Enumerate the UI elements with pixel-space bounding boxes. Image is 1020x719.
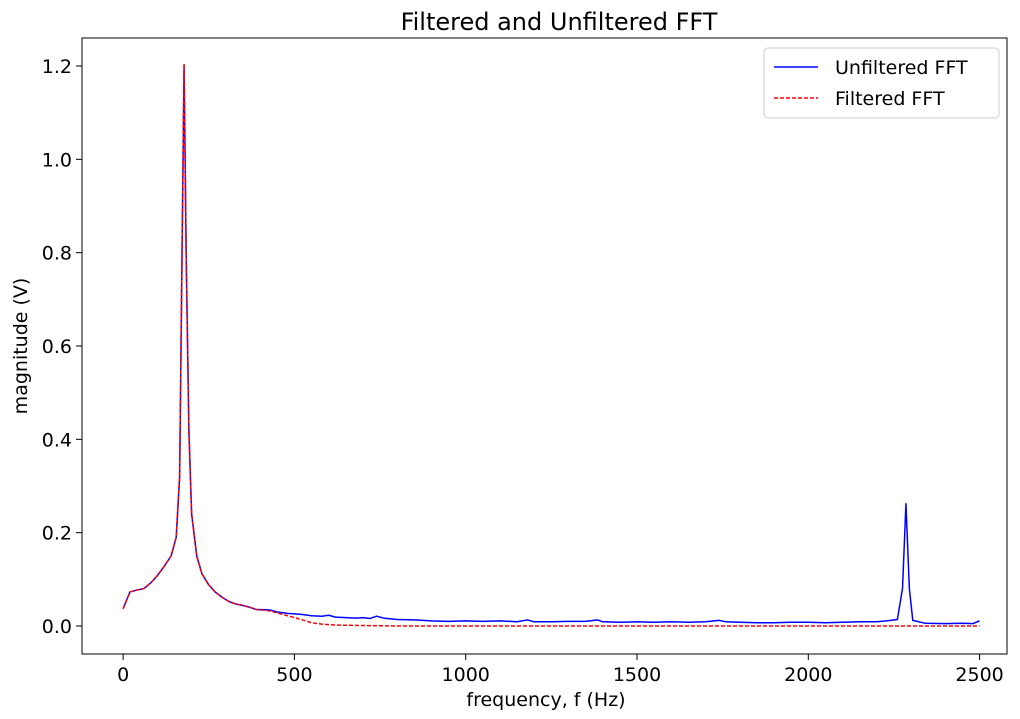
- x-tick-label: 1000: [442, 664, 490, 686]
- x-tick-label: 500: [276, 664, 312, 686]
- y-tick-label: 1.0: [42, 149, 72, 171]
- axes-frame: [81, 37, 1008, 655]
- legend-box: [763, 47, 1000, 119]
- x-axis-label: frequency, f (Hz): [466, 689, 625, 711]
- legend: Unfiltered FFT Filtered FFT: [763, 47, 1000, 119]
- chart-title: Filtered and Unfiltered FFT: [401, 8, 718, 36]
- y-axis-label: magnitude (V): [10, 278, 32, 415]
- legend-label: Filtered FFT: [835, 88, 945, 110]
- y-tick-label: 1.2: [42, 56, 72, 78]
- plot-area: 0 500 1000 1500 2000 2500 0.0 0.2 0.4 0.6 0.8 1.0 1.…: [42, 37, 1008, 686]
- y-tick-label: 0.4: [42, 429, 72, 451]
- y-tick-label: 0.6: [42, 336, 72, 358]
- x-tick-label: 0: [117, 664, 129, 686]
- x-tick-label: 1500: [613, 664, 661, 686]
- x-tick-label: 2500: [955, 664, 1003, 686]
- y-tick-label: 0.0: [42, 616, 72, 638]
- x-tick-label: 2000: [784, 664, 832, 686]
- series-line-unfiltered: [122, 65, 980, 625]
- y-tick-label: 0.8: [42, 243, 72, 265]
- series-line-filtered: [122, 62, 980, 627]
- legend-label: Unfiltered FFT: [835, 57, 968, 79]
- y-tick-label: 0.2: [42, 523, 72, 545]
